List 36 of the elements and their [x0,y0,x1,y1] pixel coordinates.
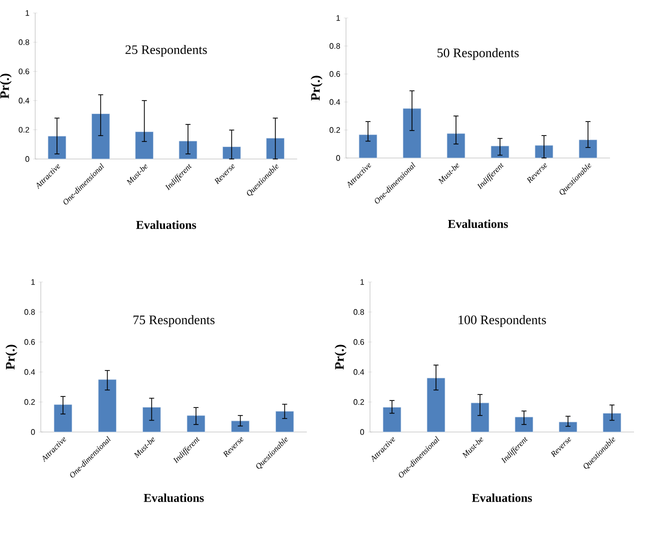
bar [470,402,490,432]
bar [186,415,206,432]
bar [558,422,578,432]
bar [578,140,598,158]
x-axis-title: Evaluations [136,220,196,229]
bar [98,379,117,432]
bar [91,114,110,160]
y-axis-title: Pr(.) [0,74,12,99]
text: 50 Respondents [438,48,519,60]
y-axis-title: Pr(.) [6,344,18,370]
y-axis-title: Pr(.) [310,76,322,101]
bar [402,108,422,158]
bar [490,146,510,158]
x-axis-title: Evaluations [448,220,508,228]
bar [275,411,294,432]
bar [266,138,285,160]
bar [231,420,250,432]
bar [358,134,378,158]
bar [222,146,241,160]
x-axis-title: Evaluations [144,494,204,502]
bar [426,378,446,432]
x-axis-title: Evaluations [472,494,532,502]
bar [142,407,161,432]
bar [446,133,466,158]
bar [48,136,66,160]
bar [382,407,402,432]
bar [54,404,72,432]
text: 75 Respondents [134,315,215,327]
text: 100 Respondents [458,315,546,327]
bar [602,413,622,432]
bar [514,416,534,432]
bar [534,145,554,158]
y-axis-title: Pr(.) [334,344,346,370]
text: 25 Respondents [126,44,207,57]
bar [135,131,154,160]
bar [178,140,198,160]
